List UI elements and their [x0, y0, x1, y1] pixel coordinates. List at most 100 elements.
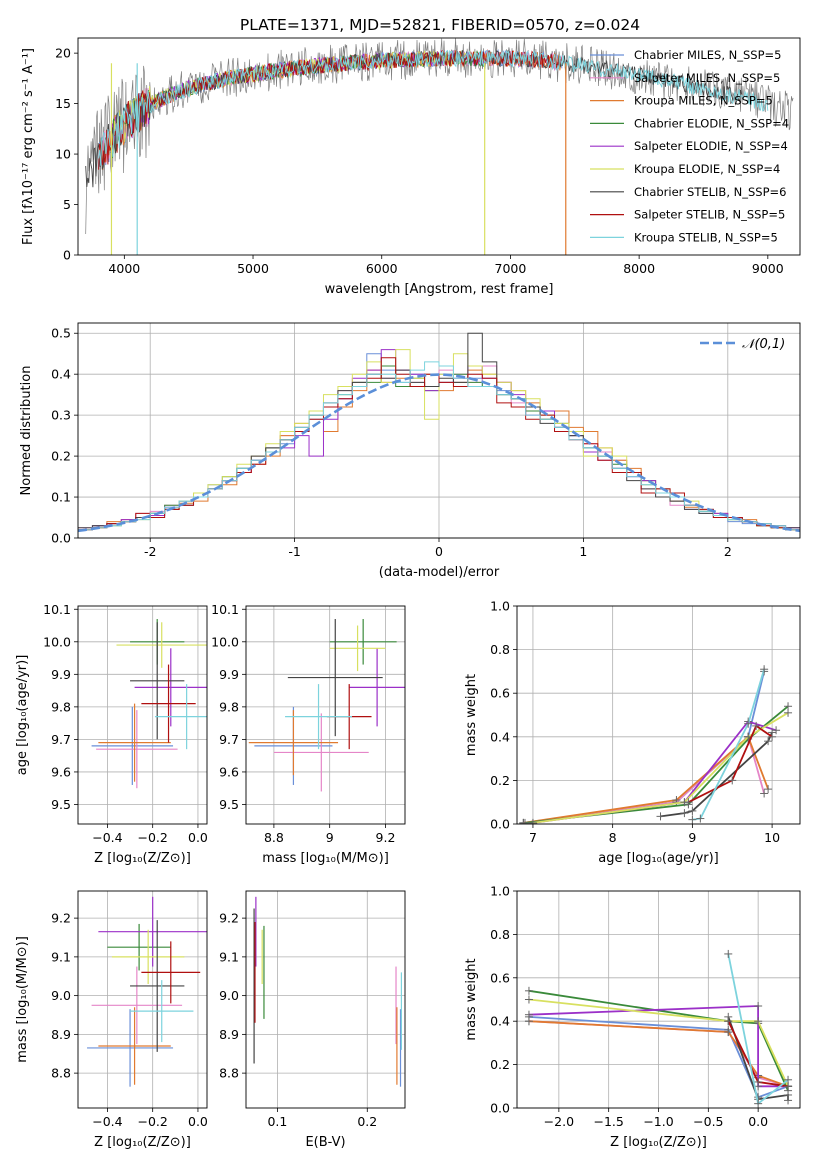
- error-bar-point: [273, 713, 369, 792]
- x-axis-label: Z [log₁₀(Z/Z⊙)]: [610, 1135, 707, 1150]
- plus-marker: [754, 1099, 763, 1108]
- y-tick-label: 10.1: [211, 602, 239, 617]
- x-tick-label: −2.0: [544, 1114, 574, 1129]
- legend-label: Chabrier STELIB, N_SSP=6: [634, 185, 786, 199]
- model-spectrum-line: [98, 49, 769, 166]
- plus-marker: [744, 719, 753, 728]
- plus-marker: [656, 812, 665, 821]
- legend: Chabrier MILES, N_SSP=5 Salpeter MILES, N…: [590, 48, 789, 244]
- ticks: 4000 5000 6000 7000 8000 9000 0 5 10 15 20: [55, 46, 784, 276]
- y-axis-label: mass weight: [464, 958, 479, 1040]
- y-axis-label: Flux [fλ10⁻¹⁷ erg cm⁻² s⁻¹ A⁻¹]: [21, 48, 36, 245]
- figure-title: PLATE=1371, MJD=52821, FIBERID=0570, z=0…: [240, 16, 640, 34]
- plot-area: [78, 38, 800, 255]
- age-vs-metallicity-panel: −0.4 −0.2 0.0 9.5 9.6 9.7 9.8 9.9 10.0 10.1 Z [log…: [15, 602, 208, 866]
- mass-weight-line: [528, 989, 789, 1091]
- y-tick-label: 20: [55, 46, 71, 61]
- ticks: −2.0 −1.5 −1.0 −0.5 0.0 0.0 0.2 0.4 0.6 0.8 1.0: [490, 884, 768, 1130]
- y-tick-label: 0.6: [490, 970, 510, 985]
- legend-label: Kroupa ELODIE, N_SSP=4: [634, 162, 780, 176]
- axes-frame: [77, 605, 208, 825]
- x-tick-label: 2: [724, 544, 732, 559]
- plus-marker: [724, 1017, 733, 1026]
- axes-frame: [245, 890, 406, 1109]
- axes-frame: [516, 890, 801, 1109]
- plus-marker: [754, 1002, 763, 1011]
- plot-area: [246, 891, 405, 1108]
- axes-frame: [516, 605, 801, 825]
- y-axis-label: age [log₁₀(age/yr)]: [15, 655, 30, 776]
- plus-marker: [784, 1096, 793, 1105]
- error-bar-point: [87, 1009, 174, 1087]
- error-bar-point: [98, 896, 207, 967]
- legend-label: Salpeter ELODIE, N_SSP=4: [634, 139, 788, 153]
- y-tick-label: 9.8: [51, 699, 71, 714]
- x-axis-label: age [log₁₀(age/yr)]: [598, 851, 719, 866]
- ticks: 7 8 9 10 0.0 0.2 0.4 0.6 0.8 1.0: [490, 599, 780, 846]
- y-tick-label: 15: [55, 96, 71, 111]
- plus-marker: [528, 818, 537, 824]
- y-tick-label: 9.8: [219, 699, 239, 714]
- y-tick-label: 9.6: [219, 764, 239, 779]
- plot-area: [78, 891, 207, 1108]
- error-bar-point: [111, 929, 185, 984]
- mass-weight-line: [528, 1005, 788, 1088]
- plus-marker: [764, 785, 773, 794]
- x-tick-label: 7000: [495, 261, 527, 276]
- x-tick-label: 9: [326, 830, 334, 845]
- y-tick-label: 9.0: [51, 988, 71, 1003]
- axes-frame: [77, 322, 801, 539]
- error-bar-point: [91, 966, 183, 1045]
- y-tick-label: 9.9: [219, 667, 239, 682]
- x-tick-label: 8000: [623, 261, 655, 276]
- error-bar-point: [285, 684, 352, 750]
- legend-label: Kroupa MILES, N_SSP=5: [634, 94, 773, 108]
- plus-marker: [754, 1077, 763, 1086]
- error-bar-point: [329, 625, 386, 672]
- plot-content: [78, 332, 800, 538]
- plot-content: [519, 665, 793, 824]
- y-tick-label: 9.5: [219, 797, 239, 812]
- y-tick-label: 9.9: [51, 667, 71, 682]
- x-axis-label: Z [log₁₀(Z/Z⊙)]: [94, 1135, 191, 1150]
- legend-label: 𝒩(0,1): [742, 337, 785, 352]
- y-tick-label: 0.3: [51, 408, 71, 423]
- y-tick-label: 1.0: [490, 884, 510, 899]
- mass-weight-line: [523, 735, 769, 824]
- x-tick-label: 0.2: [357, 1114, 377, 1129]
- y-tick-label: 9.7: [51, 732, 71, 747]
- x-tick-label: −0.4: [92, 830, 122, 845]
- plus-marker: [680, 809, 689, 818]
- error-bar-point: [91, 706, 174, 785]
- plot-content: [87, 896, 207, 1087]
- x-tick-label: 6000: [366, 261, 398, 276]
- x-tick-label: −0.4: [92, 1114, 122, 1129]
- legend-label: Salpeter STELIB, N_SSP=5: [634, 208, 785, 222]
- y-axis-label: mass weight: [464, 674, 479, 756]
- y-tick-label: 0.0: [490, 1101, 510, 1116]
- y-tick-label: 9.7: [219, 732, 239, 747]
- x-tick-label: 1: [579, 544, 587, 559]
- y-tick-label: 0.4: [51, 367, 71, 382]
- x-tick-label: −0.2: [138, 830, 168, 845]
- age-vs-mass-panel: 8.8 9 9.2 9.5 9.6 9.7 9.8 9.9 10.0 10.1 mass [log₁…: [211, 602, 406, 866]
- x-axis-label: mass [log₁₀(M/M⊙)]: [262, 851, 389, 866]
- error-bar-point: [130, 920, 185, 1052]
- ticks: −0.4 −0.2 0.0 8.8 8.9 9.0 9.1 9.2: [51, 911, 208, 1129]
- plus-marker: [724, 949, 733, 958]
- x-tick-label: 0.0: [748, 1114, 768, 1129]
- y-tick-label: 8.8: [51, 1066, 71, 1081]
- x-tick-label: 0.1: [267, 1114, 287, 1129]
- y-tick-label: 0: [63, 248, 71, 263]
- error-bar-point: [130, 622, 185, 740]
- x-axis-label: wavelength [Angstrom, rest frame]: [325, 282, 554, 297]
- plus-marker: [524, 986, 533, 995]
- residual-histogram-panel: -2 -1 0 1 2 0.0 0.1 0.2 0.3 0.4 0.5 (data-model)/er…: [19, 322, 801, 580]
- y-tick-label: 9.0: [219, 988, 239, 1003]
- x-tick-label: −0.5: [693, 1114, 723, 1129]
- error-bar-point: [141, 941, 201, 1004]
- y-tick-label: 9.2: [51, 911, 71, 926]
- x-tick-label: −1.0: [643, 1114, 673, 1129]
- error-bar-point: [134, 648, 207, 727]
